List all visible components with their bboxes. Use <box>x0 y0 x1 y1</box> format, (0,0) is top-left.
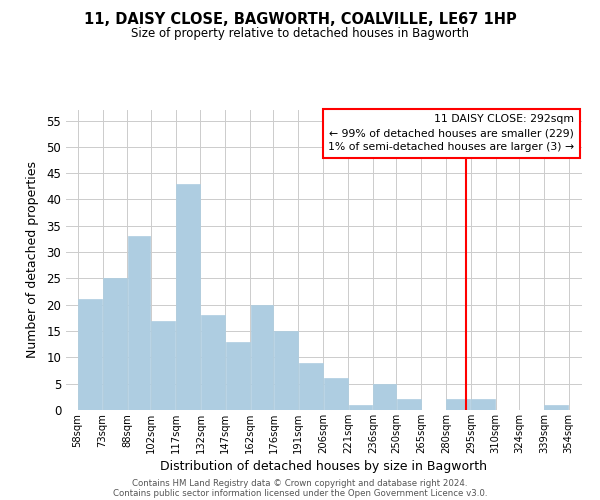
Bar <box>446 400 470 410</box>
Bar <box>151 320 175 410</box>
Bar <box>373 384 395 410</box>
Text: 11, DAISY CLOSE, BAGWORTH, COALVILLE, LE67 1HP: 11, DAISY CLOSE, BAGWORTH, COALVILLE, LE… <box>83 12 517 28</box>
Bar <box>128 236 150 410</box>
Bar <box>472 400 495 410</box>
Bar <box>251 304 273 410</box>
Bar <box>274 331 298 410</box>
Text: Size of property relative to detached houses in Bagworth: Size of property relative to detached ho… <box>131 28 469 40</box>
Bar <box>226 342 250 410</box>
Bar <box>299 362 323 410</box>
Bar <box>544 404 568 410</box>
Bar <box>397 400 421 410</box>
Text: Contains HM Land Registry data © Crown copyright and database right 2024.: Contains HM Land Registry data © Crown c… <box>132 478 468 488</box>
Bar <box>323 378 347 410</box>
X-axis label: Distribution of detached houses by size in Bagworth: Distribution of detached houses by size … <box>161 460 487 473</box>
Bar <box>103 278 127 410</box>
Bar <box>349 404 373 410</box>
Text: 11 DAISY CLOSE: 292sqm
← 99% of detached houses are smaller (229)
1% of semi-det: 11 DAISY CLOSE: 292sqm ← 99% of detached… <box>328 114 574 152</box>
Bar <box>78 300 102 410</box>
Bar <box>176 184 200 410</box>
Bar <box>201 316 225 410</box>
Text: Contains public sector information licensed under the Open Government Licence v3: Contains public sector information licen… <box>113 488 487 498</box>
Y-axis label: Number of detached properties: Number of detached properties <box>26 162 40 358</box>
